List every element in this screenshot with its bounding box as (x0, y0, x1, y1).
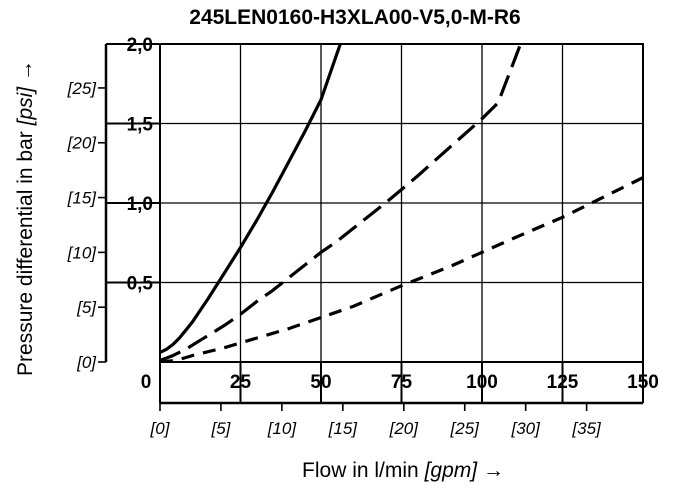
x-sec-tick-label: [0] (150, 419, 171, 438)
x-sec-tick-label: [20] (389, 419, 420, 438)
x-tick-label: 50 (310, 372, 331, 393)
x-sec-tick-label: [35] (571, 419, 602, 438)
x-axis: 0 25 50 75 100 125 150 [0] [5] [10] [15] [20] [25] [3… (141, 362, 659, 438)
series-group (160, 44, 643, 362)
grid (160, 44, 643, 362)
x-tick-label: 75 (391, 372, 413, 393)
x-tick-label: 100 (466, 372, 498, 393)
x-sec-tick-label: [5] (210, 419, 231, 438)
x-axis-label: Flow in l/min [gpm] → (302, 459, 504, 482)
y-tick-label: 1,0 (127, 194, 153, 215)
x-sec-tick-label: [25] (450, 419, 481, 438)
x-sec-tick-label: [10] (267, 419, 298, 438)
y-tick-label: 1,5 (127, 115, 154, 136)
y-sec-tick-label: [5] (76, 298, 97, 317)
y-sec-tick-label: [10] (67, 243, 98, 262)
series-line-3-short-dash (160, 176, 643, 362)
x-tick-label: 125 (547, 372, 579, 393)
y-axis-label: Pressure differential in bar [psi] → (14, 60, 37, 376)
x-tick-label: 150 (627, 372, 659, 393)
y-sec-tick-label: [0] (76, 353, 97, 372)
series-line-1-solid (160, 44, 342, 354)
y-axis: 0,5 1,0 1,5 2,0 [0] [5] [10] [15] [20] [25] (67, 35, 160, 372)
y-tick-label: 0,5 (127, 274, 154, 295)
y-sec-tick-label: [25] (67, 79, 98, 98)
x-sec-tick-label: [30] (510, 419, 541, 438)
x-sec-tick-label: [15] (328, 419, 359, 438)
chart-title: 245LEN0160-H3XLA00-V5,0-M-R6 (189, 6, 520, 29)
y-sec-tick-label: [20] (67, 134, 98, 153)
y-sec-tick-label: [15] (67, 189, 98, 208)
y-tick-label: 2,0 (127, 35, 153, 56)
series-line-2-long-dash (160, 44, 523, 362)
x-tick-label: 0 (141, 372, 152, 393)
x-tick-label: 25 (230, 372, 252, 393)
